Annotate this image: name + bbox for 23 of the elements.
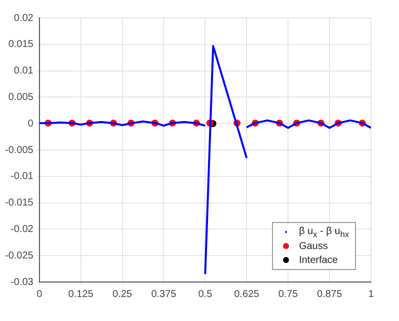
y-tick-label: -0.03 (10, 276, 34, 288)
legend-label: Interface (298, 254, 338, 266)
x-tick-label: 0.25 (112, 288, 132, 300)
x-tick-label: 0.625 (234, 288, 260, 300)
x-tick-label: 0 (36, 288, 43, 300)
y-tick-label: -0.015 (4, 198, 34, 209)
x-tick-label: 0.75 (278, 288, 298, 300)
x-tick-label: 1 (368, 288, 374, 300)
x-tick-label: 0.375 (151, 288, 177, 300)
y-tick-label: -0.005 (4, 144, 34, 156)
legend-label: β u$_{x}$ - β u$_{hx}$ (298, 226, 349, 238)
y-tick-label: 0.01 (14, 66, 34, 77)
x-tick-label: 0.5 (198, 288, 213, 300)
y-tick-label: 0 (28, 118, 34, 130)
y-tick-label: -0.01 (10, 171, 34, 182)
y-tick-label: 0.02 (14, 12, 34, 24)
x-tick-label: 0.875 (317, 288, 342, 300)
x-tick-label: 0.125 (68, 288, 94, 300)
legend-label: Gauss (298, 240, 328, 252)
y-tick-label: -0.02 (10, 224, 34, 235)
y-tick-label: 0.015 (8, 39, 34, 50)
y-tick-label: 0.005 (8, 92, 34, 103)
y-tick-label: -0.025 (4, 250, 34, 262)
